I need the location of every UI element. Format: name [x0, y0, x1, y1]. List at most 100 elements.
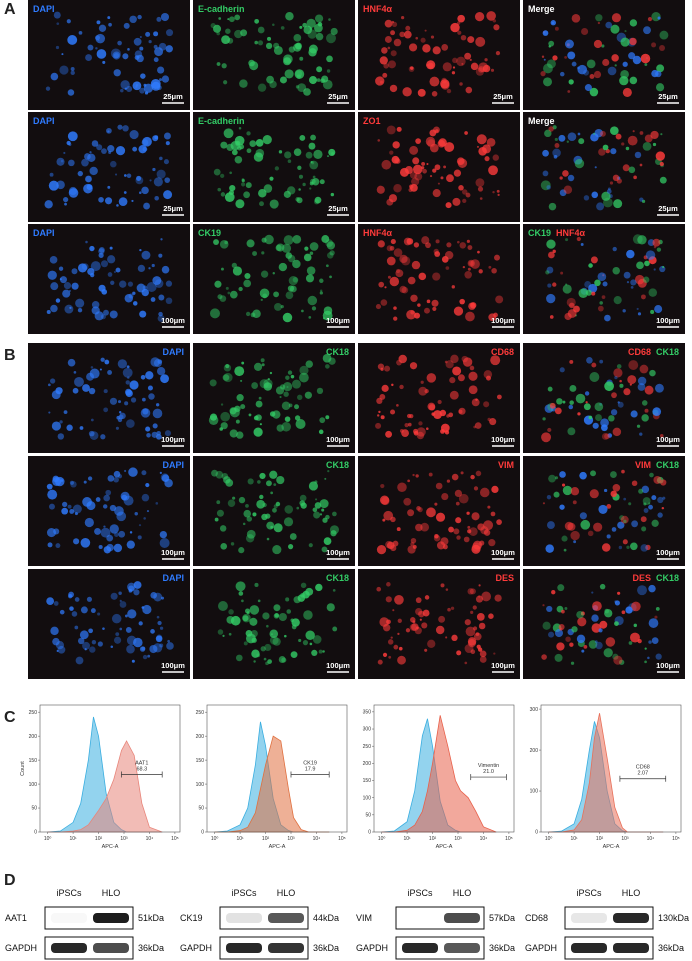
signal-blob: [584, 84, 592, 92]
signal-blob: [218, 601, 228, 611]
signal-blob: [253, 362, 263, 371]
signal-blob: [236, 394, 244, 402]
signal-blob: [294, 404, 300, 410]
signal-blob: [239, 79, 248, 88]
size-label: 130kDa: [658, 913, 689, 923]
signal-blob: [314, 480, 318, 484]
signal-blob: [214, 517, 219, 522]
signal-blob: [303, 610, 313, 620]
signal-blob: [305, 274, 315, 283]
signal-blob: [391, 155, 400, 164]
scale-label: 100μm: [656, 548, 680, 557]
signal-blob: [444, 142, 455, 153]
signal-blob: [585, 401, 588, 404]
signal-blob: [273, 604, 281, 612]
signal-blob: [122, 53, 129, 60]
signal-blob: [55, 543, 61, 549]
signal-blob: [552, 282, 557, 287]
signal-blob: [267, 659, 272, 664]
signal-blob: [68, 186, 78, 196]
signal-blob: [540, 70, 546, 77]
signal-blob: [240, 182, 246, 187]
signal-blob: [267, 36, 272, 41]
scale-label: 100μm: [326, 661, 350, 670]
signal-blob: [550, 20, 556, 26]
signal-blob: [318, 649, 323, 654]
signal-blob: [438, 615, 446, 623]
signal-blob: [451, 634, 458, 642]
stain-signal: [542, 469, 667, 553]
signal-blob: [305, 587, 314, 596]
signal-blob: [387, 60, 396, 69]
signal-blob: [275, 386, 285, 395]
signal-blob: [496, 189, 500, 193]
signal-blob: [259, 423, 262, 426]
signal-blob: [60, 479, 64, 482]
signal-blob: [263, 184, 273, 193]
signal-blob: [448, 526, 454, 533]
signal-blob: [88, 430, 95, 437]
y-tick-label: 0: [368, 830, 371, 836]
signal-blob: [384, 286, 387, 289]
micrograph: [523, 112, 685, 222]
signal-blob: [126, 644, 135, 654]
signal-blob: [157, 620, 162, 626]
signal-blob: [440, 176, 444, 180]
signal-blob: [421, 622, 428, 629]
signal-blob: [327, 155, 330, 158]
signal-blob: [305, 151, 313, 159]
signal-blob: [229, 171, 232, 175]
signal-blob: [622, 309, 626, 313]
stain-signal: [213, 127, 336, 209]
signal-blob: [381, 159, 392, 170]
signal-blob: [312, 635, 322, 644]
signal-blob: [107, 130, 110, 133]
signal-blob: [273, 45, 283, 55]
stain-signal: [541, 583, 662, 665]
scale-label: 100μm: [161, 548, 185, 557]
x-tick-label: 10²: [262, 836, 270, 842]
signal-blob: [401, 429, 409, 437]
signal-blob: [640, 294, 646, 300]
signal-blob: [653, 268, 656, 271]
signal-blob: [486, 137, 496, 147]
signal-blob: [442, 62, 452, 72]
signal-blob: [426, 373, 437, 383]
signal-blob: [254, 582, 259, 588]
signal-blob: [410, 66, 414, 70]
signal-blob: [548, 631, 555, 638]
signal-blob: [63, 410, 68, 414]
signal-blob: [434, 164, 441, 171]
signal-blob: [632, 234, 643, 245]
signal-blob: [386, 582, 391, 587]
signal-blob: [110, 645, 114, 648]
signal-blob: [330, 192, 335, 197]
signal-blob: [647, 656, 650, 660]
signal-blob: [547, 283, 552, 288]
signal-blob: [282, 312, 293, 323]
signal-blob: [160, 238, 163, 241]
signal-blob: [57, 433, 65, 440]
y-tick-label: 250: [29, 710, 38, 716]
signal-blob: [588, 415, 593, 420]
signal-blob: [411, 177, 420, 186]
signal-blob: [606, 189, 612, 194]
signal-blob: [296, 506, 300, 510]
signal-blob: [403, 237, 412, 246]
signal-blob: [561, 483, 566, 487]
signal-blob: [284, 505, 294, 514]
signal-blob: [83, 480, 87, 484]
signal-blob: [152, 423, 158, 429]
signal-blob: [591, 591, 594, 594]
signal-blob: [132, 291, 136, 295]
signal-blob: [478, 622, 486, 630]
signal-blob: [95, 35, 100, 41]
signal-blob: [325, 415, 330, 420]
signal-blob: [610, 126, 619, 136]
signal-blob: [246, 529, 256, 539]
signal-blob: [234, 14, 241, 21]
signal-blob: [62, 289, 71, 298]
signal-blob: [475, 470, 482, 477]
signal-blob: [241, 599, 244, 603]
signal-blob: [299, 494, 307, 502]
